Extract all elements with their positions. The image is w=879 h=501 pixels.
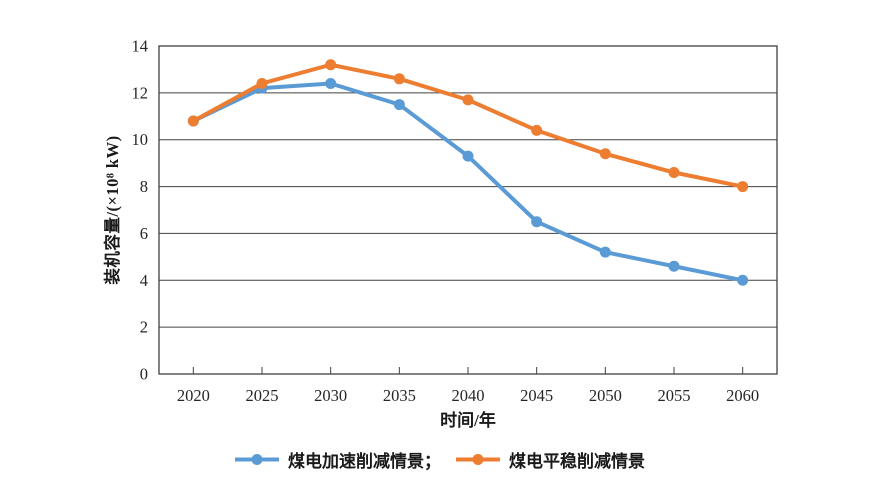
x-tick-label: 2020 xyxy=(177,386,210,405)
data-point-marker xyxy=(393,99,405,111)
data-point-marker xyxy=(462,94,474,106)
x-tick-label: 2030 xyxy=(314,386,347,405)
x-tick-label: 2055 xyxy=(658,386,691,405)
y-tick-label: 12 xyxy=(132,83,149,102)
y-axis-title: 装机容量/(×10⁸ kW) xyxy=(103,135,122,285)
data-point-marker xyxy=(531,216,543,228)
y-tick-label: 8 xyxy=(140,177,148,196)
legend-item-steady: 煤电平稳削减情景 xyxy=(455,447,645,472)
y-tick-label: 10 xyxy=(132,130,149,149)
data-point-marker xyxy=(187,115,199,127)
x-tick-label: 2060 xyxy=(726,386,759,405)
series-line-0 xyxy=(191,81,745,283)
x-axis-title: 时间/年 xyxy=(440,411,496,430)
data-point-marker xyxy=(737,274,749,286)
data-point-marker xyxy=(531,124,543,136)
legend-line-marker-icon xyxy=(456,454,500,465)
y-tick-label: 2 xyxy=(140,318,148,337)
data-point-marker xyxy=(599,148,611,160)
data-point-marker xyxy=(462,150,474,162)
y-tick-label: 0 xyxy=(140,365,148,384)
data-point-marker xyxy=(737,181,749,193)
y-tick-label: 4 xyxy=(140,271,148,290)
data-point-marker xyxy=(668,167,680,179)
legend-label-accelerated: 煤电加速削减情景； xyxy=(288,452,441,471)
data-point-marker xyxy=(325,77,337,89)
data-point-marker xyxy=(325,59,337,71)
data-point-marker xyxy=(668,260,680,272)
x-tick-label: 2040 xyxy=(452,386,485,405)
legend-line-marker-icon xyxy=(235,454,279,465)
data-point-marker xyxy=(256,77,268,89)
data-point-marker xyxy=(393,73,405,85)
y-tick-label: 6 xyxy=(140,224,148,243)
legend-label-steady: 煤电平稳削减情景 xyxy=(509,452,645,471)
data-point-marker xyxy=(599,246,611,258)
x-tick-label: 2025 xyxy=(246,386,279,405)
x-tick-label: 2050 xyxy=(589,386,622,405)
x-tick-label: 2045 xyxy=(520,386,553,405)
y-tick-label: 14 xyxy=(132,37,149,56)
x-tick-label: 2035 xyxy=(383,386,416,405)
series-line-1 xyxy=(191,62,745,189)
legend-item-accelerated: 煤电加速削减情景； xyxy=(234,447,441,472)
chart-legend: 煤电加速削减情景； 煤电平稳削减情景 xyxy=(0,447,879,472)
